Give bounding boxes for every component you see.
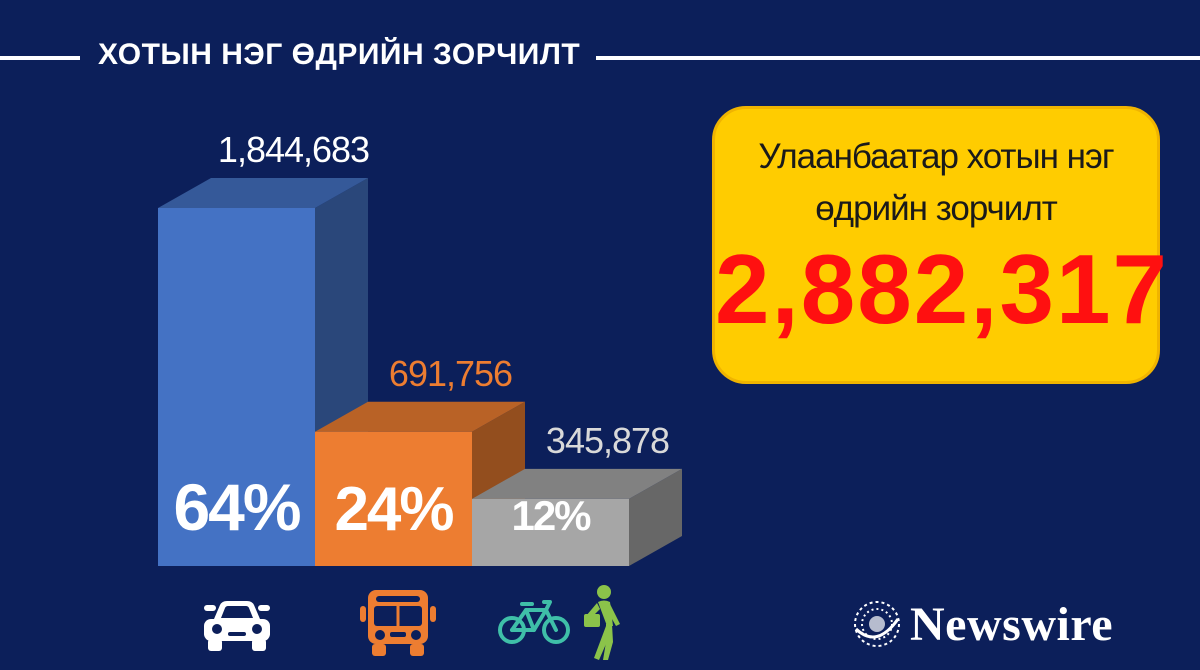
globe-icon [854,601,900,647]
brand-logo: Newswire [852,596,1113,652]
bicycle-icon [498,600,570,644]
brand-name: Newswire [910,597,1114,651]
bar-top-bus [315,401,525,432]
percent-label-car: 64% [173,470,299,544]
percent-label-bus: 24% [334,475,453,544]
bar-top-bicycle-walk [472,468,682,499]
total-caption: Улаанбаатар хотын нэг өдрийн зорчилт [715,131,1157,235]
percent-label-bicycle-walk: 12% [511,492,591,539]
page-title: ХОТЫН НЭГ ӨДРИЙН ЗОРЧИЛТ [98,38,581,71]
title-rule-left [0,56,80,60]
total-value: 2,882,317 [715,234,1169,344]
bar-car [158,208,315,566]
title-rule-right [596,56,1200,60]
bar-top-car [158,178,368,208]
bar-bus [315,431,472,566]
total-caption-line1: Улаанбаатар хотын нэг [758,137,1114,176]
value-label-bicycle-walk: 345,878 [546,420,669,461]
total-caption-line2: өдрийн зорчилт [815,189,1058,228]
value-label-bus: 691,756 [389,353,512,394]
bus-icon [360,590,436,656]
bar-bicycle-walk [472,498,629,566]
pedestrian-icon [584,585,620,660]
car-icon [204,601,270,651]
total-trips-box: Улаанбаатар хотын нэг өдрийн зорчилт 2,8… [712,106,1169,384]
bar-side-bicycle-walk [629,468,682,566]
value-label-car: 1,844,683 [218,129,369,170]
